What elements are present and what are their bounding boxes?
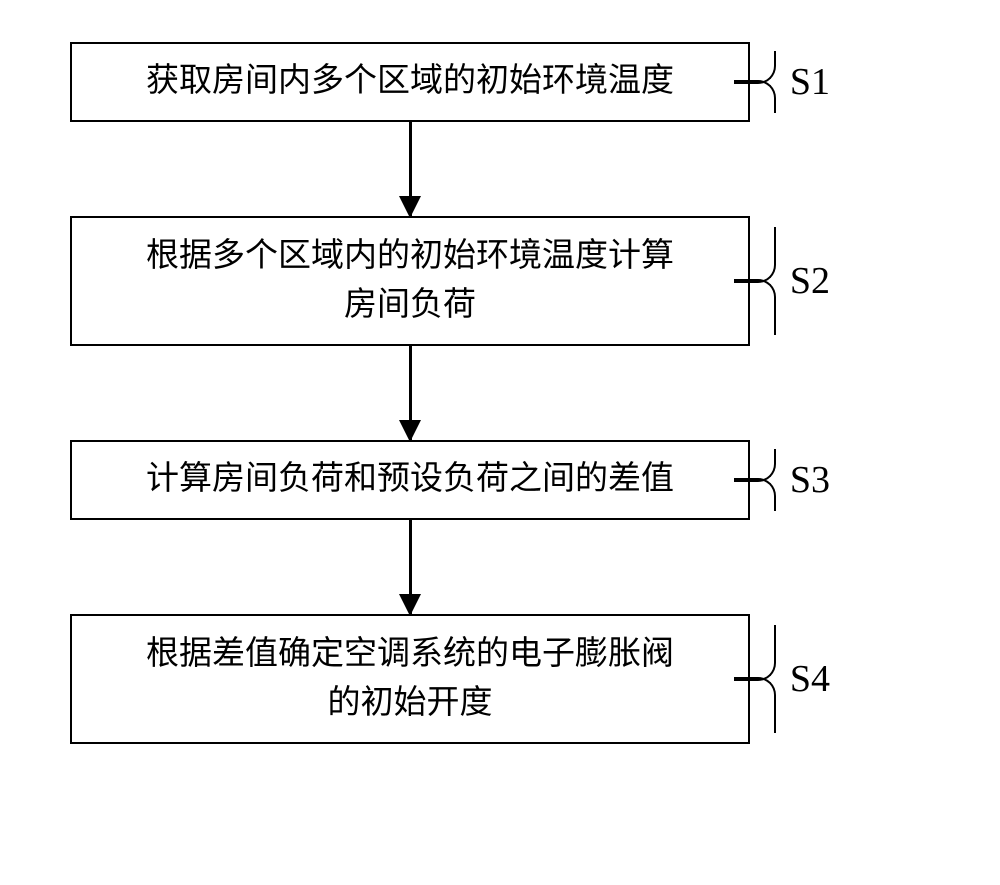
flow-arrow-2 — [70, 346, 750, 440]
arrow-icon — [409, 122, 412, 216]
flow-text-2-line1: 根据多个区域内的初始环境温度计算 — [146, 232, 674, 282]
flow-text-4-line2: 的初始开度 — [146, 679, 674, 729]
flow-label-3: S3 — [790, 458, 830, 502]
bracket-icon — [750, 51, 776, 113]
flow-text-1: 获取房间内多个区域的初始环境温度 — [146, 57, 674, 107]
flow-step-4: 根据差值确定空调系统的电子膨胀阀 的初始开度 S4 — [70, 614, 930, 744]
flowchart-container: 获取房间内多个区域的初始环境温度 S1 根据多个区域内的初始环境温度计算 房间负… — [70, 42, 930, 744]
arrow-icon — [409, 520, 412, 614]
flow-label-4: S4 — [790, 657, 830, 701]
flow-connector-4: S4 — [750, 614, 830, 744]
flow-connector-1: S1 — [750, 42, 830, 122]
bracket-icon — [750, 227, 776, 335]
flow-label-2: S2 — [790, 259, 830, 303]
flow-text-3: 计算房间负荷和预设负荷之间的差值 — [146, 455, 674, 505]
flow-box-1: 获取房间内多个区域的初始环境温度 — [70, 42, 750, 122]
flow-step-2: 根据多个区域内的初始环境温度计算 房间负荷 S2 — [70, 216, 930, 346]
bracket-icon — [750, 449, 776, 511]
arrow-icon — [409, 346, 412, 440]
flow-step-1: 获取房间内多个区域的初始环境温度 S1 — [70, 42, 930, 122]
flow-arrow-1 — [70, 122, 750, 216]
flow-connector-3: S3 — [750, 440, 830, 520]
flow-box-3: 计算房间负荷和预设负荷之间的差值 — [70, 440, 750, 520]
bracket-icon — [750, 625, 776, 733]
flow-box-2: 根据多个区域内的初始环境温度计算 房间负荷 — [70, 216, 750, 346]
flow-step-3: 计算房间负荷和预设负荷之间的差值 S3 — [70, 440, 930, 520]
flow-text-4-line1: 根据差值确定空调系统的电子膨胀阀 — [146, 630, 674, 680]
flow-label-1: S1 — [790, 60, 830, 104]
flow-arrow-3 — [70, 520, 750, 614]
flow-connector-2: S2 — [750, 216, 830, 346]
flow-box-4: 根据差值确定空调系统的电子膨胀阀 的初始开度 — [70, 614, 750, 744]
flow-text-2-line2: 房间负荷 — [146, 281, 674, 331]
